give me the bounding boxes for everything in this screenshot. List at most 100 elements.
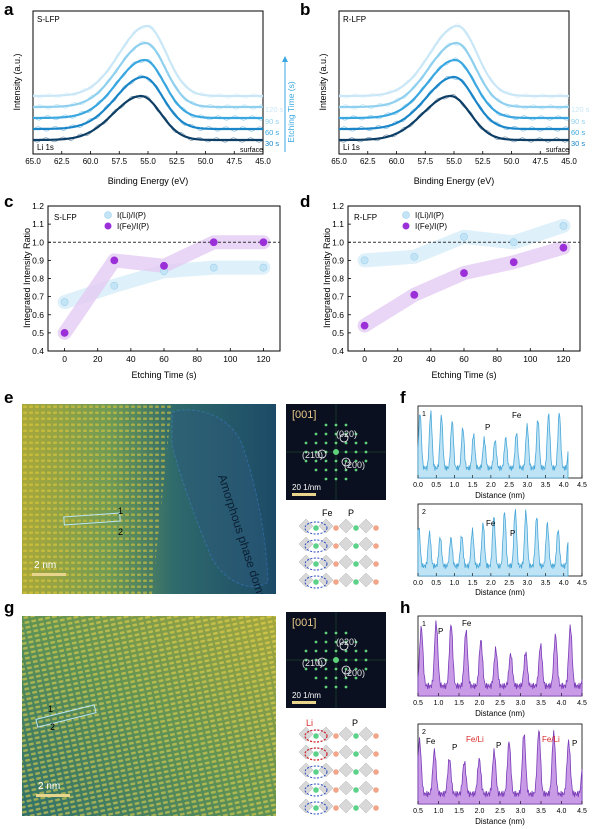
- x-tick-label: 2.5: [504, 482, 514, 489]
- atom-fe-e: Fe: [322, 508, 333, 518]
- diffraction-spot: [334, 423, 338, 427]
- y-tick-label: 0.6: [32, 310, 44, 320]
- line1-label-g: 1: [48, 704, 53, 714]
- atom: [353, 769, 359, 775]
- x-ticks-a: 65.0 62.5 60.0 57.5 55.0 52.5 50.0 47.5 45.0: [25, 151, 271, 166]
- line2-label-e: 2: [118, 527, 123, 537]
- fft-spots-e: [286, 404, 386, 500]
- diffraction-spot: [334, 432, 338, 436]
- x-tick-label: 60.0: [389, 157, 405, 166]
- legend-fe-d: I(Fe)/I(P): [415, 222, 447, 231]
- x-tick-label: 2.0: [486, 580, 496, 587]
- diffraction-spot: [333, 657, 339, 663]
- fit-curve-90s: [33, 41, 263, 109]
- axis-ticks-d: 0 20 40 60 80 100 120 0.4 0.5 0.6 0.7 0.8 0.9 1.0 1.1 1…: [332, 201, 571, 364]
- diffraction-spot: [344, 441, 348, 445]
- x-tick-label: 3.0: [516, 808, 526, 815]
- profile-id-2-f: 2: [422, 509, 426, 516]
- x-tick-label: 2.0: [475, 808, 485, 815]
- data-point: [209, 238, 218, 247]
- x-tick-label: 1.0: [450, 482, 460, 489]
- panel-letter-e: e: [4, 388, 14, 407]
- polyhedron: [358, 518, 374, 534]
- peak-label-p-h2c: P: [572, 739, 577, 748]
- diffraction-spot: [314, 441, 318, 445]
- atom: [373, 733, 379, 739]
- diffraction-spot: [354, 450, 358, 454]
- diffraction-spot: [314, 468, 318, 472]
- x-tick-label: 47.5: [226, 157, 242, 166]
- y-tick-label: 1.0: [332, 237, 344, 247]
- polyhedron: [318, 536, 334, 552]
- panel-letter-a: a: [4, 0, 14, 19]
- x-ticks-h: 0.5 1.0 1.5 2.0 2.5 3.0 3.5 4.0 4.5 0.5 1.0 1.5 2.0 2…: [413, 693, 587, 815]
- time-30-a: 30 s: [265, 139, 279, 148]
- li-site-ring: [304, 557, 328, 571]
- fit-curve-60s: [33, 58, 263, 120]
- profile-id-2-h: 2: [422, 729, 426, 736]
- fit-curve-surface: [339, 94, 569, 142]
- raw-curve-60s: [33, 58, 263, 121]
- x-tick-label: 1.5: [468, 482, 478, 489]
- x-tick-label: 3.5: [536, 808, 546, 815]
- y-tick-label: 0.8: [32, 274, 44, 284]
- diffraction-spot: [334, 640, 338, 644]
- diffraction-spot: [364, 667, 368, 671]
- y-tick-label: 0.8: [332, 274, 344, 284]
- diffraction-spot: [344, 450, 348, 454]
- ylabel-c: Integrated Intensity Ratio: [22, 228, 32, 328]
- profile-id-1-f: 1: [422, 411, 426, 418]
- atom: [313, 579, 319, 585]
- profile-2-f: [417, 509, 569, 577]
- profile-1-f: [417, 410, 569, 479]
- surface-label-a: surface: [240, 147, 263, 154]
- ratio-points-d: [360, 222, 568, 330]
- polyhedron: [318, 798, 334, 814]
- ratio-bands-c: [57, 235, 271, 340]
- scale-bar-g: [36, 794, 70, 797]
- atom: [373, 579, 379, 585]
- line2-label-g: 2: [50, 722, 55, 732]
- time-90-a: 90 s: [265, 117, 279, 126]
- zone-label-e: [001]: [292, 409, 316, 421]
- atom: [373, 787, 379, 793]
- data-point: [559, 222, 568, 230]
- x-ticks-b: 65.0 62.5 60.0 57.5 55.0 52.5 50.0 47.5 45.0: [331, 151, 577, 166]
- x-tick-label: 0.5: [431, 482, 441, 489]
- ylabel-d: Integrated Intensity Ratio: [322, 228, 332, 328]
- indexed-spot-ring: [341, 457, 351, 467]
- peak-label-p-h2a: P: [452, 743, 457, 752]
- atom: [313, 769, 319, 775]
- diffraction-spot: [314, 640, 318, 644]
- fit-curve-30s: [33, 75, 263, 131]
- x-tick-label: 65.0: [25, 157, 41, 166]
- x-tick-label: 100: [523, 354, 537, 364]
- y-tick-label: 0.7: [32, 292, 44, 302]
- diffraction-spot: [334, 477, 338, 481]
- diffraction-spot: [354, 468, 358, 472]
- diffraction-spot: [324, 649, 328, 653]
- fit-curve-120s: [339, 24, 569, 98]
- data-point: [60, 328, 69, 337]
- xps-chart-b: 65.0 62.5 60.0 57.5 55.0 52.5 50.0 47.5 45.0 R-L…: [318, 10, 590, 186]
- ylabel-a: Intensity (a.u.): [12, 53, 22, 110]
- x-tick-label: 40: [426, 354, 436, 364]
- time-60-a: 60 s: [265, 128, 279, 137]
- y-tick-label: 0.4: [32, 346, 44, 356]
- profile-id-1-h: 1: [422, 621, 426, 628]
- diffraction-spot: [324, 676, 328, 680]
- spot-200-e: (200): [344, 460, 365, 470]
- diffraction-spot: [314, 658, 318, 662]
- li-site-ring: [304, 783, 328, 797]
- x-tick-label: 1.5: [454, 808, 464, 815]
- x-tick-label: 1.0: [434, 700, 444, 707]
- time-90-b: 90 s: [571, 117, 585, 126]
- y-tick-label: 1.1: [32, 219, 44, 229]
- time-120-a: 120 s: [265, 105, 284, 114]
- x-tick-label: 62.5: [360, 157, 376, 166]
- peak-label-p-h1: P: [438, 627, 443, 636]
- x-tick-label: 4.0: [559, 482, 569, 489]
- polyhedron: [338, 518, 354, 534]
- indexed-spot-ring: [317, 449, 327, 459]
- polyhedron: [318, 780, 334, 796]
